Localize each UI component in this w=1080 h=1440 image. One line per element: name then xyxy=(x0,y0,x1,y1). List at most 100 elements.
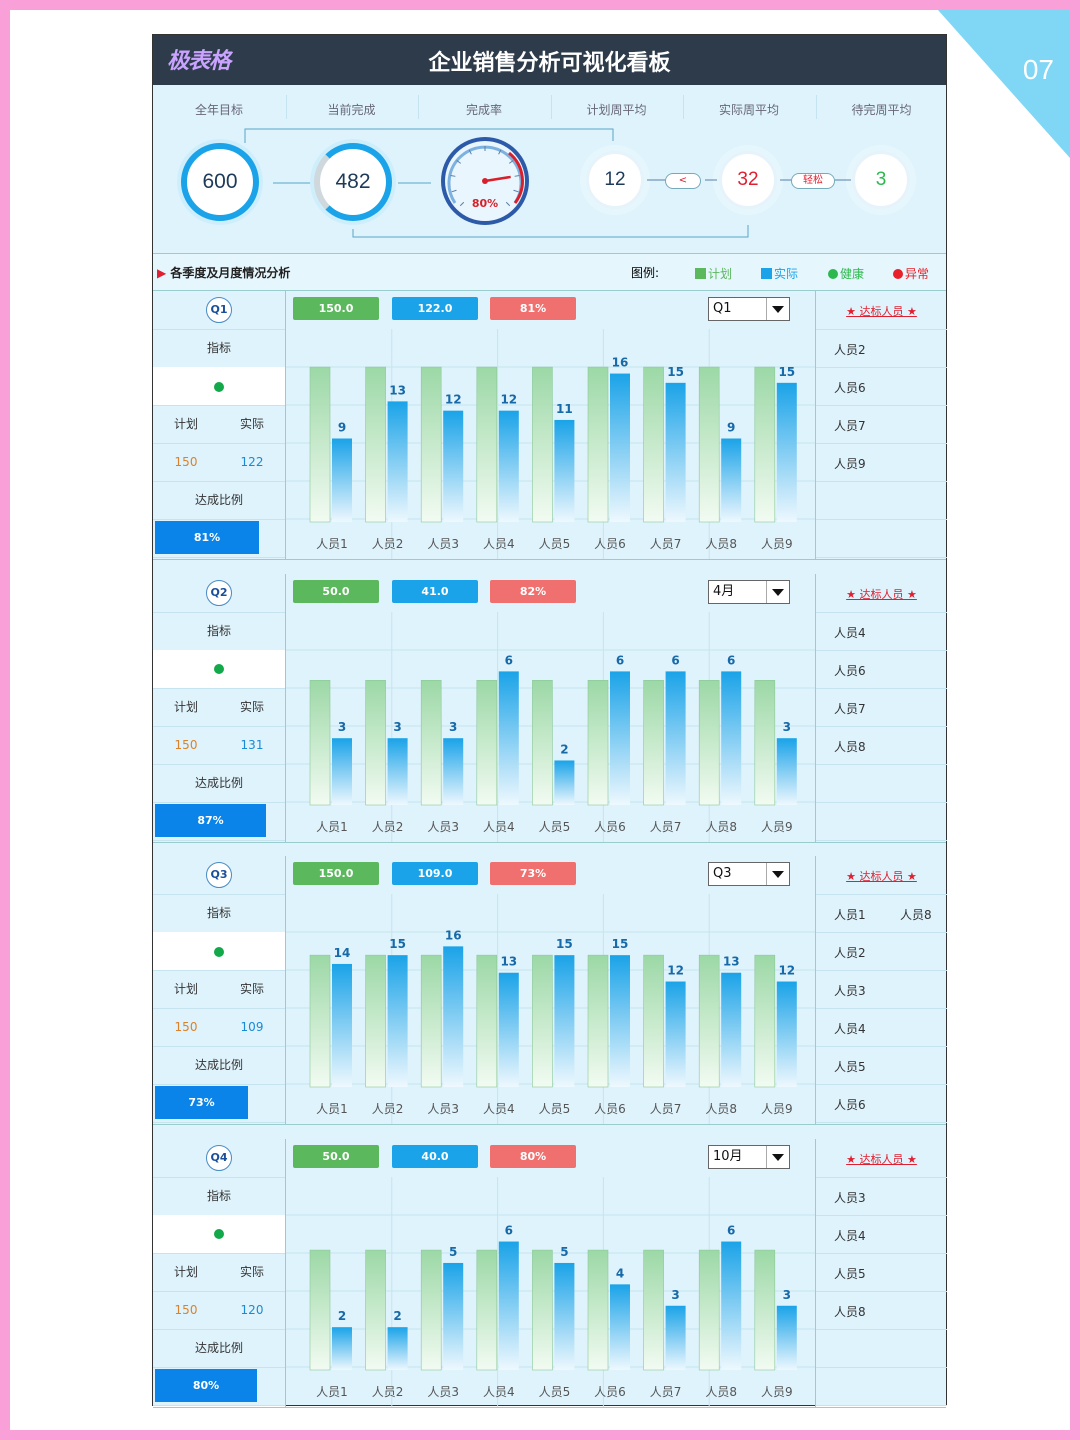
actual-data-label: 15 xyxy=(778,365,795,379)
dashboard-header: 极表格 企业销售分析可视化看板 xyxy=(153,35,946,85)
legend-swatch xyxy=(761,268,772,279)
plan-bar xyxy=(643,954,664,1088)
achiever-row xyxy=(816,894,947,933)
actual-bar xyxy=(610,670,630,805)
achiever-row xyxy=(816,650,947,689)
plan-total-chip: 150.0 xyxy=(293,862,379,885)
actual-bar xyxy=(498,670,519,805)
category-label: 人员5 xyxy=(539,1102,571,1116)
chevron-down-icon[interactable] xyxy=(766,298,789,320)
summary-row: 150 109 xyxy=(153,1008,285,1047)
actual-bar xyxy=(776,1305,797,1370)
actual-data-label: 2 xyxy=(338,1309,346,1323)
plan-bar xyxy=(476,1249,498,1370)
actual-bar xyxy=(776,981,797,1087)
current-done-ring: 482 xyxy=(314,143,392,221)
ratio-label: 达成比例 xyxy=(153,1046,285,1085)
plan-bar xyxy=(365,366,386,523)
plan-bar xyxy=(365,954,386,1088)
actual-bar xyxy=(332,963,352,1087)
actual-value: 131 xyxy=(240,737,264,752)
actual-data-label: 13 xyxy=(500,955,517,969)
actual-total-chip: 41.0 xyxy=(392,579,478,603)
category-label: 人员8 xyxy=(705,1385,737,1399)
category-label: 人员8 xyxy=(705,1102,737,1116)
period-select[interactable]: Q3 xyxy=(708,862,790,886)
category-label: 人员3 xyxy=(427,820,459,834)
ratio-bar: 80% xyxy=(155,1368,257,1402)
achiever-row: ★ 达标人员 ★ xyxy=(816,1139,947,1178)
achiever-name: 人员2 xyxy=(834,343,866,357)
period-select[interactable]: Q1 xyxy=(708,297,790,321)
legend-label: 异常 xyxy=(905,267,930,281)
actual-data-label: 6 xyxy=(505,653,513,667)
kpi-divider xyxy=(815,95,817,119)
summary-row: Q2 xyxy=(153,574,285,613)
period-select-value: Q3 xyxy=(713,866,732,881)
category-label: 人员9 xyxy=(761,1102,793,1116)
plan-bar xyxy=(754,1249,776,1370)
actual-data-label: 6 xyxy=(671,653,679,667)
kpi-divider xyxy=(550,95,552,119)
achiever-row xyxy=(816,802,947,841)
achiever-row xyxy=(816,932,947,971)
category-label: 人员9 xyxy=(761,820,793,834)
ratio-bar: 81% xyxy=(155,521,259,554)
achiever-name: 人员2 xyxy=(834,946,866,960)
category-label: 人员7 xyxy=(650,1385,682,1399)
achievers-list: ★ 达标人员 ★ 人员4 人员6 人员7 人员8 xyxy=(815,573,947,842)
indicator-label: 指标 xyxy=(153,894,285,933)
actual-data-label: 13 xyxy=(389,383,406,397)
actual-total-chip: 122.0 xyxy=(392,297,478,320)
actual-value: 120 xyxy=(240,1302,264,1317)
actual-bar xyxy=(498,1241,519,1370)
quarter-panel: Q3 指标 计划 实际 150 109 达成比例 73% 150.0 109.0 73% Q3 ★ 达标… xyxy=(153,856,947,1125)
plan-bar xyxy=(532,366,553,523)
plan-bar xyxy=(476,679,498,805)
plan-bar xyxy=(309,1249,331,1370)
actual-data-label: 15 xyxy=(612,937,629,951)
chevron-down-icon[interactable] xyxy=(766,580,789,603)
legend-label: 实际 xyxy=(774,267,799,281)
category-label: 人员8 xyxy=(705,820,737,834)
actual-bar xyxy=(610,955,630,1087)
actual-data-label: 6 xyxy=(616,653,624,667)
actual-bar xyxy=(721,972,742,1087)
summary-row: 80% xyxy=(153,1367,285,1406)
bar-chart: 14 人员1 15 人员2 16 人员3 13 人员4 15 人员5 15 人员6 12 人员7 13 人员8… xyxy=(286,894,815,1124)
kpi-divider xyxy=(285,95,287,119)
summary-row xyxy=(153,1214,285,1254)
chevron-down-icon[interactable] xyxy=(766,863,789,885)
ratio-bar: 87% xyxy=(155,803,266,837)
category-label: 人员6 xyxy=(594,820,626,834)
category-label: 人员4 xyxy=(483,1385,515,1399)
actual-data-label: 12 xyxy=(778,964,795,978)
bar-chart: 2 人员1 2 人员2 5 人员3 6 人员4 5 人员5 4 人员6 3 人员7 6 人员8 3 人员9 xyxy=(286,1176,815,1407)
page-title: 企业销售分析可视化看板 xyxy=(428,51,671,76)
kpi-label: 实际周平均 xyxy=(718,103,779,117)
period-select[interactable]: 4月 xyxy=(708,579,790,604)
actual-value: 109 xyxy=(240,1020,264,1034)
plan-bar xyxy=(532,1249,553,1370)
gauge-tick xyxy=(498,149,502,155)
category-label: 人员3 xyxy=(427,1102,459,1116)
period-select[interactable]: 10月 xyxy=(708,1144,790,1169)
section-header: ▶ 各季度及月度情况分析 图例: 计划 实际 健康 异常 xyxy=(153,253,946,291)
chevron-down-icon[interactable] xyxy=(766,1145,789,1168)
actual-data-label: 5 xyxy=(449,1244,457,1258)
kpi-divider xyxy=(418,95,419,119)
category-label: 人员7 xyxy=(650,537,682,551)
plan-bar xyxy=(476,954,498,1088)
actual-label: 实际 xyxy=(239,417,264,431)
health-dot xyxy=(214,1229,224,1239)
ratio-label: 达成比例 xyxy=(153,481,285,520)
actual-data-label: 6 xyxy=(505,1223,513,1237)
summary-row: 计划 实际 xyxy=(153,405,285,444)
category-label: 人员3 xyxy=(427,1385,459,1399)
summary-row: 计划 实际 xyxy=(153,970,285,1009)
quarter-badge: Q4 xyxy=(206,1144,232,1171)
plan-value: 150 xyxy=(174,1020,198,1034)
actual-data-label: 11 xyxy=(556,402,573,416)
bar-chart: 9 人员1 13 人员2 12 人员3 12 人员4 11 人员5 16 人员6 15 人员7 9 人员8 15… xyxy=(286,329,815,559)
actual-bar xyxy=(387,737,408,805)
